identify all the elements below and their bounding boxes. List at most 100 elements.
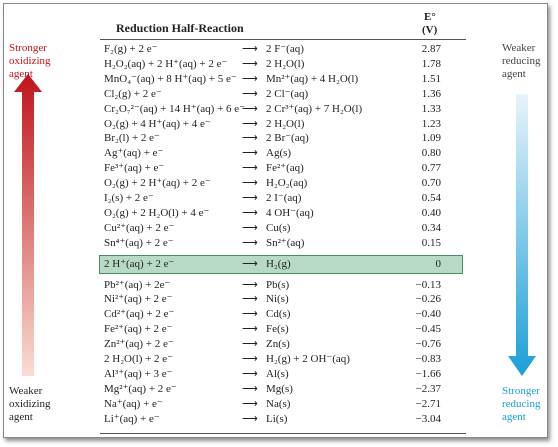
oxidized-form: 2 H₂O(l) + 2 e⁻ (104, 353, 173, 365)
reduced-form: Fe(s) (266, 323, 289, 336)
side-label: Stronger reducing agent (502, 385, 541, 423)
reaction-arrow (242, 102, 258, 116)
oxidized-form: O₂(g) + 2 H⁺(aq) + 2 e⁻ (104, 177, 211, 190)
potential-value: −0.26 (415, 293, 441, 306)
reaction-arrow (242, 42, 258, 56)
reaction-arrow (242, 131, 258, 145)
oxidizing-arrow (14, 74, 42, 376)
reduced-form: Fe²⁺(aq) (266, 162, 304, 175)
oxidized-form: O₂(g) + 4 H⁺(aq) + 4 e⁻ (104, 117, 211, 130)
reaction-arrow (242, 307, 258, 321)
reduced-form: Li(s) (266, 412, 288, 425)
potential-value: 1.09 (421, 132, 441, 145)
oxidized-form: Fe²⁺(aq) + 2 e⁻ (104, 323, 173, 336)
oxidized-form: Cu²⁺(aq) + 2 e⁻ (104, 221, 175, 234)
potential-value: 0.54 (421, 192, 441, 204)
reduced-form: 2 H₂O(l) (266, 57, 305, 70)
table-frame: Reduction Half-Reaction E° (V) Stronger … (3, 3, 548, 438)
reduced-form: H₂(g) + 2 OH⁻(aq) (266, 353, 350, 365)
reduced-form: Sn²⁺(aq) (266, 236, 305, 249)
reaction-arrow (242, 322, 258, 336)
reaction-arrow (242, 337, 258, 351)
reaction-arrow (242, 352, 258, 366)
reduced-form: Cd(s) (266, 308, 291, 321)
reduced-form: Al(s) (266, 367, 289, 380)
reaction-arrow (242, 87, 258, 101)
potential-value: −0.83 (415, 353, 441, 365)
bottom-rule (100, 433, 466, 434)
oxidized-form: Li⁺(aq) + e⁻ (104, 412, 160, 425)
reduced-form: Na(s) (266, 397, 291, 410)
oxidized-form: H₂O₂(aq) + 2 H⁺(aq) + 2 e⁻ (104, 57, 228, 70)
reaction-arrow (242, 412, 258, 426)
potential-value: 0.34 (421, 221, 441, 234)
reaction-arrow (242, 278, 258, 292)
oxidized-form: Ag⁺(aq) + e⁻ (104, 147, 164, 160)
header-rule (100, 39, 466, 40)
reduced-form: 2 Cr³⁺(aq) + 7 H₂O(l) (266, 102, 363, 115)
reaction-arrow (242, 397, 258, 411)
oxidized-form: O₂(g) + 2 H₂O(l) + 4 e⁻ (104, 206, 210, 219)
potential-value: 0.40 (421, 206, 441, 219)
potential-value: −0.13 (415, 278, 441, 291)
potential-value: 1.23 (421, 117, 441, 130)
oxidized-form: Br₂(l) + 2 e⁻ (104, 132, 160, 145)
potential-value: 2.87 (421, 43, 441, 55)
potential-value: 0.80 (421, 147, 441, 160)
reaction-arrow (242, 236, 258, 250)
oxidized-form: Fe³⁺(aq) + e⁻ (104, 162, 165, 175)
highlight-band (99, 254, 463, 274)
reaction-arrow (242, 382, 258, 396)
reaction-arrow (242, 191, 258, 205)
reduced-form: 2 I⁻(aq) (266, 192, 302, 204)
potential-unit: (V) (422, 24, 438, 36)
reaction-arrow (242, 292, 258, 306)
reaction-arrow (242, 57, 258, 71)
potential-value: −0.45 (415, 323, 441, 336)
potential-value: 1.78 (421, 57, 441, 70)
potential-value: −0.40 (415, 308, 441, 321)
reaction-arrow (242, 161, 258, 175)
oxidized-form: Ni²⁺(aq) + 2 e⁻ (104, 293, 173, 306)
oxidized-form: Cl₂(g) + 2 e⁻ (104, 87, 162, 100)
reduced-form: H₂O₂(aq) (266, 177, 308, 190)
potential-value: 0.77 (421, 162, 441, 175)
reduced-form: 2 H₂O(l) (266, 117, 305, 130)
reduced-form: Ag(s) (266, 147, 292, 160)
oxidized-form: 2 H⁺(aq) + 2 e⁻ (104, 257, 175, 270)
reduced-form: H₂(g) (266, 257, 291, 270)
oxidized-form: Mg²⁺(aq) + 2 e⁻ (104, 382, 177, 395)
reducing-arrow (508, 94, 536, 376)
reaction-arrow (242, 146, 258, 160)
reduced-form: Cu(s) (266, 221, 291, 234)
potential-value: 1.33 (421, 102, 441, 115)
oxidized-form: Cd²⁺(aq) + 2 e⁻ (104, 308, 175, 321)
oxidized-form: Zn²⁺(aq) + 2 e⁻ (104, 338, 174, 351)
side-label: Stronger oxidizing agent (9, 42, 51, 80)
potential-value: 0.15 (421, 236, 441, 249)
oxidized-form: F₂(g) + 2 e⁻ (104, 43, 158, 55)
reduced-form: 2 Cl⁻(aq) (266, 87, 309, 100)
oxidized-form: I₂(s) + 2 e⁻ (104, 192, 154, 204)
reaction-arrow (242, 117, 258, 131)
oxidized-form: Al³⁺(aq) + 3 e⁻ (104, 367, 173, 380)
potential-value: −2.37 (415, 382, 441, 395)
reduced-form: Mg(s) (266, 382, 293, 395)
potential-value: 0.70 (421, 177, 441, 190)
reaction-arrow (242, 206, 258, 220)
header-title: Reduction Half-Reaction (116, 21, 244, 35)
reaction-arrow (242, 221, 258, 235)
reaction-arrow (242, 72, 258, 86)
side-label: Weaker oxidizing agent (9, 385, 51, 423)
arrows (14, 74, 536, 376)
reduced-form: 2 Br⁻(aq) (266, 132, 309, 145)
oxidized-form: Cr₂O₇²⁻(aq) + 14 H⁺(aq) + 6 e⁻ (104, 102, 245, 115)
potential-value: 1.51 (421, 72, 441, 85)
reduced-form: 2 F⁻(aq) (266, 43, 304, 55)
reaction-arrow (242, 367, 258, 381)
side-label: Weaker reducing agent (502, 42, 541, 80)
reaction-arrow (242, 257, 258, 271)
reduced-form: Ni(s) (266, 293, 289, 306)
oxidized-form: MnO₄⁻(aq) + 8 H⁺(aq) + 5 e⁻ (104, 72, 237, 85)
